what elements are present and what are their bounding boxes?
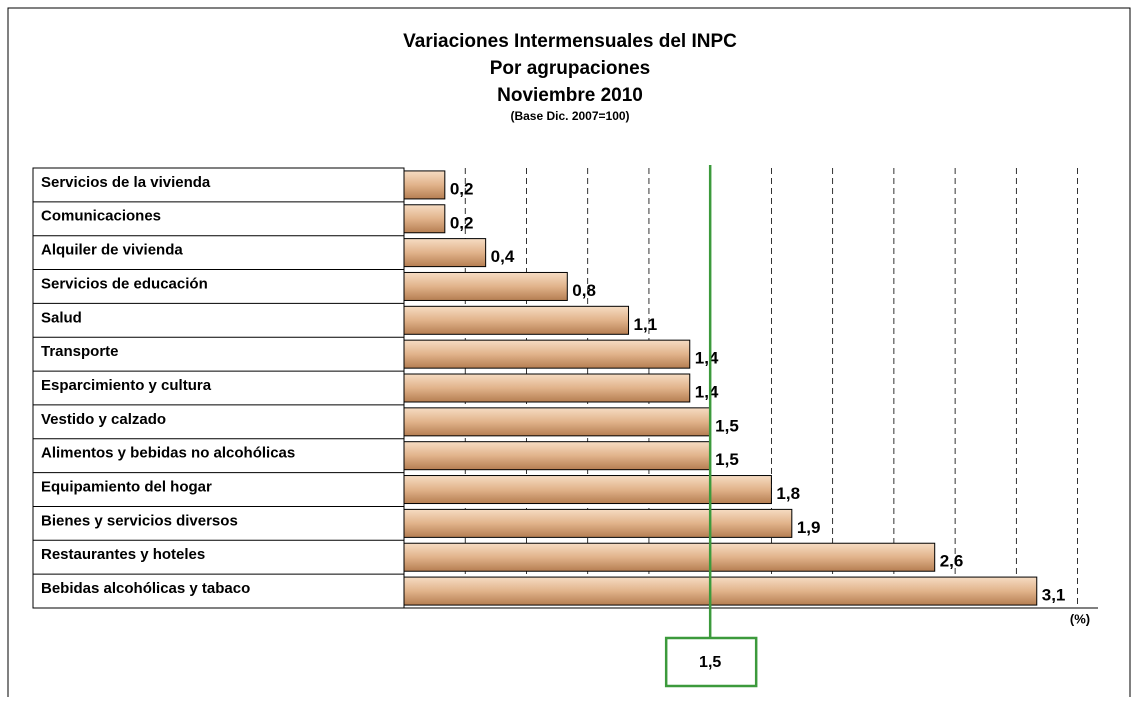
value-label: 0,2 bbox=[450, 179, 474, 198]
value-label: 0,8 bbox=[572, 281, 596, 300]
chart-subtitle: Noviembre 2010 bbox=[497, 85, 643, 106]
category-label: Comunicaciones bbox=[41, 208, 161, 225]
value-label: 1,4 bbox=[695, 382, 719, 401]
value-label: 0,2 bbox=[450, 213, 474, 232]
bar bbox=[403, 339, 691, 369]
bar bbox=[403, 373, 691, 403]
bar bbox=[403, 238, 487, 268]
value-label: 1,5 bbox=[715, 450, 739, 469]
value-label: 1,1 bbox=[634, 315, 658, 334]
category-label: Salud bbox=[41, 309, 82, 326]
category-label: Bebidas alcohólicas y tabaco bbox=[41, 580, 250, 597]
bar bbox=[403, 508, 793, 538]
chart-note: (Base Dic. 2007=100) bbox=[510, 109, 629, 123]
category-label: Vestido y calzado bbox=[41, 411, 166, 428]
chart-subtitle: Por agrupaciones bbox=[490, 58, 651, 79]
bar bbox=[403, 576, 1038, 606]
chart-title: Variaciones Intermensuales del INPC bbox=[403, 31, 737, 52]
category-label: Bienes y servicios diversos bbox=[41, 512, 238, 529]
value-label: 1,8 bbox=[776, 484, 800, 503]
reference-label: 1,5 bbox=[699, 654, 721, 671]
bar bbox=[403, 204, 446, 234]
category-label: Alquiler de vivienda bbox=[41, 242, 183, 259]
axis-unit: (%) bbox=[1070, 611, 1090, 626]
value-label: 1,9 bbox=[797, 518, 821, 537]
bar bbox=[403, 305, 630, 335]
value-label: 2,6 bbox=[940, 552, 964, 571]
bar bbox=[403, 407, 711, 437]
category-label: Servicios de educación bbox=[41, 275, 208, 292]
category-label: Restaurantes y hoteles bbox=[41, 546, 205, 563]
value-label: 3,1 bbox=[1042, 586, 1066, 605]
category-label: Servicios de la vivienda bbox=[41, 174, 211, 191]
bar bbox=[403, 170, 446, 200]
bar bbox=[403, 271, 568, 301]
bar bbox=[403, 475, 772, 505]
bar bbox=[403, 441, 711, 471]
value-label: 1,5 bbox=[715, 416, 739, 435]
reference-box bbox=[664, 636, 758, 688]
value-label: 0,4 bbox=[491, 247, 515, 266]
category-label: Esparcimiento y cultura bbox=[41, 377, 212, 394]
category-label: Equipamiento del hogar bbox=[41, 479, 212, 496]
category-label: Alimentos y bebidas no alcohólicas bbox=[41, 445, 295, 462]
bar bbox=[403, 542, 936, 572]
category-label: Transporte bbox=[41, 343, 119, 360]
value-label: 1,4 bbox=[695, 349, 719, 368]
